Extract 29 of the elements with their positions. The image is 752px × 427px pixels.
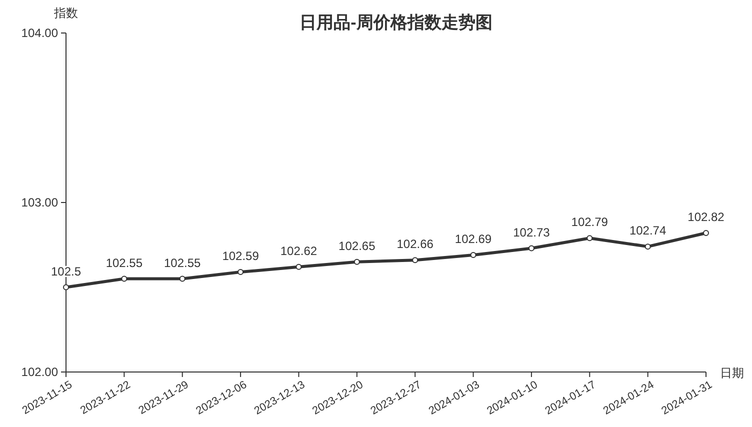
y-tick-label: 103.00	[21, 196, 58, 210]
data-label: 102.59	[222, 248, 260, 263]
data-label: 102.79	[571, 215, 608, 230]
point	[470, 252, 476, 258]
data-label: 102.66	[396, 237, 434, 252]
data-label: 102.55	[164, 256, 202, 270]
point	[644, 244, 651, 250]
point	[528, 245, 534, 252]
data-label: 102.74	[629, 224, 666, 238]
point	[412, 257, 418, 264]
data-label: 102.73	[513, 225, 550, 240]
data-label: 102.62	[280, 244, 318, 258]
y-axis-title: 指数	[53, 6, 78, 20]
point	[179, 276, 186, 282]
point	[703, 230, 709, 236]
y-tick-label: 102.00	[21, 365, 58, 379]
point	[586, 235, 593, 242]
data-label: 102.69	[454, 232, 492, 246]
x-axis-title: 日期	[720, 366, 744, 380]
point	[354, 258, 360, 265]
data-label: 102.65	[338, 238, 376, 253]
point	[63, 284, 69, 290]
point	[238, 268, 244, 275]
y-tick-label: 104.00	[21, 26, 58, 40]
chart-title: 日用品-周价格指数走势图	[300, 13, 492, 32]
point	[296, 264, 302, 270]
data-label: 102.55	[106, 256, 143, 270]
data-label: 102.82	[688, 210, 725, 224]
point	[121, 276, 128, 282]
